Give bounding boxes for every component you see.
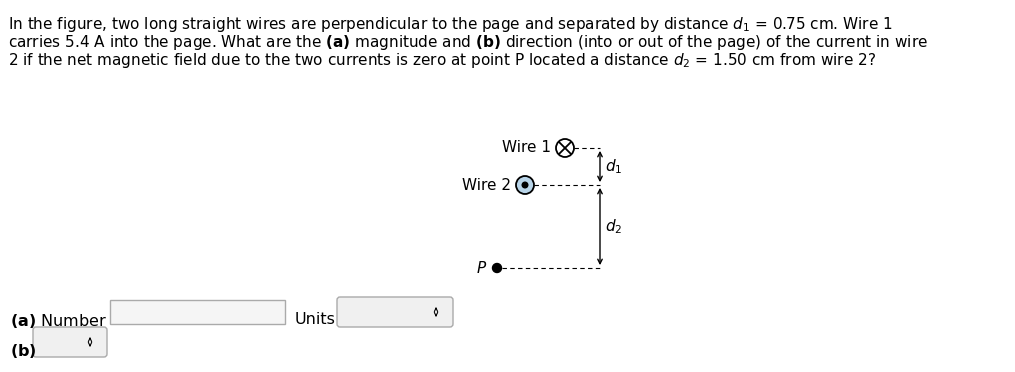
Circle shape [522,182,528,188]
Text: Units: Units [295,312,336,327]
Circle shape [492,263,501,273]
Text: carries 5.4 A into the page. What are the $\mathbf{(a)}$ magnitude and $\mathbf{: carries 5.4 A into the page. What are th… [8,33,928,52]
Text: $\mathbf{(b)}$: $\mathbf{(b)}$ [10,342,37,360]
Text: Wire 1: Wire 1 [502,141,551,155]
FancyBboxPatch shape [33,327,107,357]
FancyBboxPatch shape [337,297,453,327]
Text: $\mathbf{(a)}$ Number: $\mathbf{(a)}$ Number [10,312,107,330]
Circle shape [516,176,534,194]
Text: $d_1$: $d_1$ [605,157,622,176]
Text: $d_2$: $d_2$ [605,217,622,236]
Text: $P$: $P$ [476,260,487,276]
Text: Wire 2: Wire 2 [462,177,511,192]
Text: In the figure, two long straight wires are perpendicular to the page and separat: In the figure, two long straight wires a… [8,15,893,34]
FancyBboxPatch shape [110,300,285,324]
Text: 2 if the net magnetic field due to the two currents is zero at point P located a: 2 if the net magnetic field due to the t… [8,51,876,70]
